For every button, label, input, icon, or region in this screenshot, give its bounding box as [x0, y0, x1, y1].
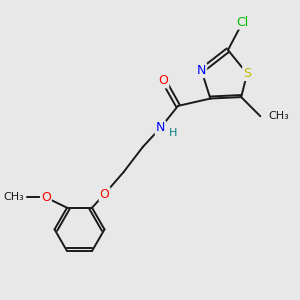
Text: O: O [41, 191, 51, 204]
Text: CH₃: CH₃ [3, 192, 24, 203]
Text: N: N [197, 64, 206, 77]
Text: O: O [158, 74, 168, 87]
Text: S: S [243, 67, 251, 80]
Text: O: O [100, 188, 110, 201]
Text: N: N [156, 122, 165, 134]
Text: Cl: Cl [236, 16, 249, 28]
Text: H: H [169, 128, 177, 138]
Text: CH₃: CH₃ [268, 111, 289, 121]
